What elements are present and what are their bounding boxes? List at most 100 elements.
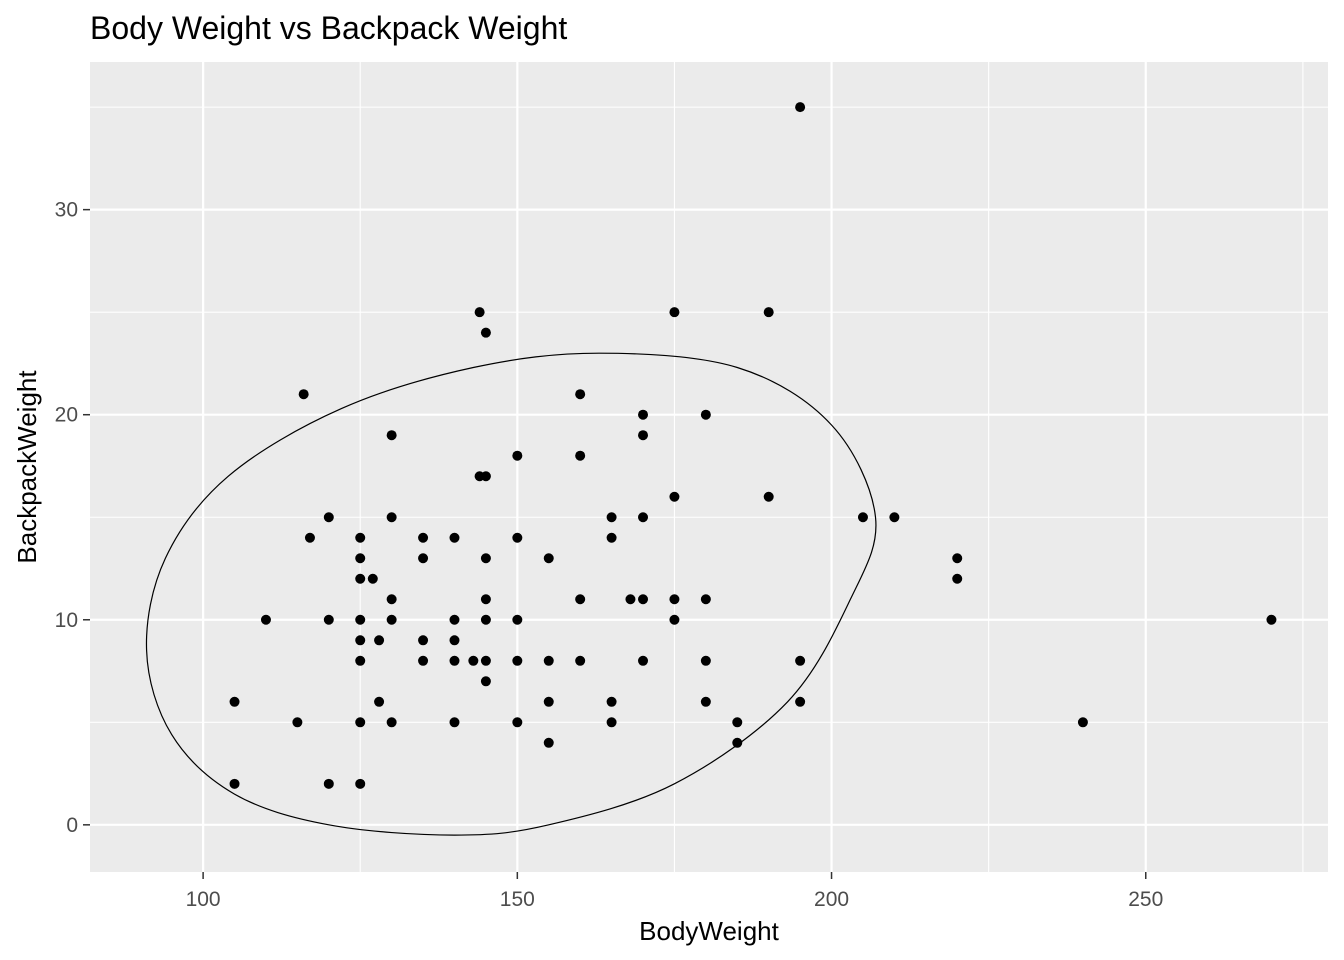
data-point xyxy=(543,553,554,564)
data-point xyxy=(418,532,429,543)
data-point xyxy=(298,389,309,400)
data-point xyxy=(952,573,963,584)
data-point xyxy=(480,327,491,338)
data-point xyxy=(323,512,334,523)
data-point xyxy=(468,655,479,666)
data-point xyxy=(763,491,774,502)
data-point xyxy=(606,717,617,728)
data-point xyxy=(606,532,617,543)
data-point xyxy=(480,655,491,666)
data-point xyxy=(449,614,460,625)
data-point xyxy=(355,614,366,625)
data-point xyxy=(512,450,523,461)
data-point xyxy=(795,696,806,707)
data-point xyxy=(449,717,460,728)
data-point xyxy=(606,696,617,707)
data-point xyxy=(355,635,366,646)
data-point xyxy=(1266,614,1277,625)
data-point xyxy=(355,532,366,543)
data-point xyxy=(512,717,523,728)
data-point xyxy=(669,491,680,502)
data-point xyxy=(323,614,334,625)
data-point xyxy=(374,696,385,707)
data-point xyxy=(367,573,378,584)
data-point xyxy=(1077,717,1088,728)
data-point xyxy=(732,717,743,728)
x-tick-label: 100 xyxy=(186,888,221,911)
data-point xyxy=(449,532,460,543)
data-point xyxy=(374,635,385,646)
y-tick-label: 20 xyxy=(55,404,78,427)
data-point xyxy=(763,307,774,318)
data-point xyxy=(889,512,900,523)
data-point xyxy=(512,614,523,625)
data-point xyxy=(606,512,617,523)
data-point xyxy=(474,307,485,318)
data-point xyxy=(669,307,680,318)
data-point xyxy=(386,512,397,523)
data-point xyxy=(386,614,397,625)
data-point xyxy=(304,532,315,543)
y-tick-label: 10 xyxy=(55,609,78,632)
data-point xyxy=(323,778,334,789)
data-point xyxy=(480,676,491,687)
y-axis: 0 10 20 30 xyxy=(55,199,90,837)
data-point xyxy=(355,778,366,789)
data-point xyxy=(449,655,460,666)
y-axis-title: BackpackWeight xyxy=(12,370,42,564)
data-point xyxy=(260,614,271,625)
data-point xyxy=(512,532,523,543)
data-point xyxy=(418,635,429,646)
x-tick-label: 250 xyxy=(1128,888,1163,911)
data-point xyxy=(355,553,366,564)
x-axis: 100 150 200 250 xyxy=(186,872,1163,911)
data-point xyxy=(575,594,586,605)
data-point xyxy=(795,655,806,666)
data-point xyxy=(543,737,554,748)
data-point xyxy=(355,717,366,728)
x-tick-label: 200 xyxy=(814,888,849,911)
data-point xyxy=(355,573,366,584)
data-point xyxy=(700,655,711,666)
data-point xyxy=(638,409,649,420)
confidence-ellipse xyxy=(145,352,877,836)
data-point xyxy=(480,471,491,482)
data-point xyxy=(952,553,963,564)
data-point xyxy=(418,655,429,666)
data-point xyxy=(625,594,636,605)
plot-panel xyxy=(90,62,1328,872)
data-point xyxy=(700,409,711,420)
x-axis-title: BodyWeight xyxy=(639,916,779,946)
data-point xyxy=(386,717,397,728)
data-point xyxy=(543,655,554,666)
x-tick-label: 150 xyxy=(500,888,535,911)
data-point xyxy=(700,594,711,605)
data-point xyxy=(229,778,240,789)
data-points xyxy=(229,102,1277,789)
data-point xyxy=(355,655,366,666)
data-point xyxy=(700,696,711,707)
data-point xyxy=(229,696,240,707)
data-point xyxy=(638,655,649,666)
data-point xyxy=(638,512,649,523)
data-point xyxy=(480,614,491,625)
data-point xyxy=(669,614,680,625)
data-point xyxy=(575,655,586,666)
data-point xyxy=(480,553,491,564)
data-point xyxy=(638,594,649,605)
data-point xyxy=(732,737,743,748)
minor-gridlines xyxy=(90,62,1328,872)
data-point xyxy=(512,655,523,666)
data-point xyxy=(449,635,460,646)
data-point xyxy=(543,696,554,707)
data-point xyxy=(795,102,806,113)
data-point xyxy=(857,512,868,523)
data-point xyxy=(638,430,649,441)
data-point xyxy=(292,717,303,728)
data-point xyxy=(386,594,397,605)
data-point xyxy=(480,594,491,605)
data-point xyxy=(418,553,429,564)
y-tick-label: 30 xyxy=(55,199,78,222)
data-point xyxy=(669,594,680,605)
